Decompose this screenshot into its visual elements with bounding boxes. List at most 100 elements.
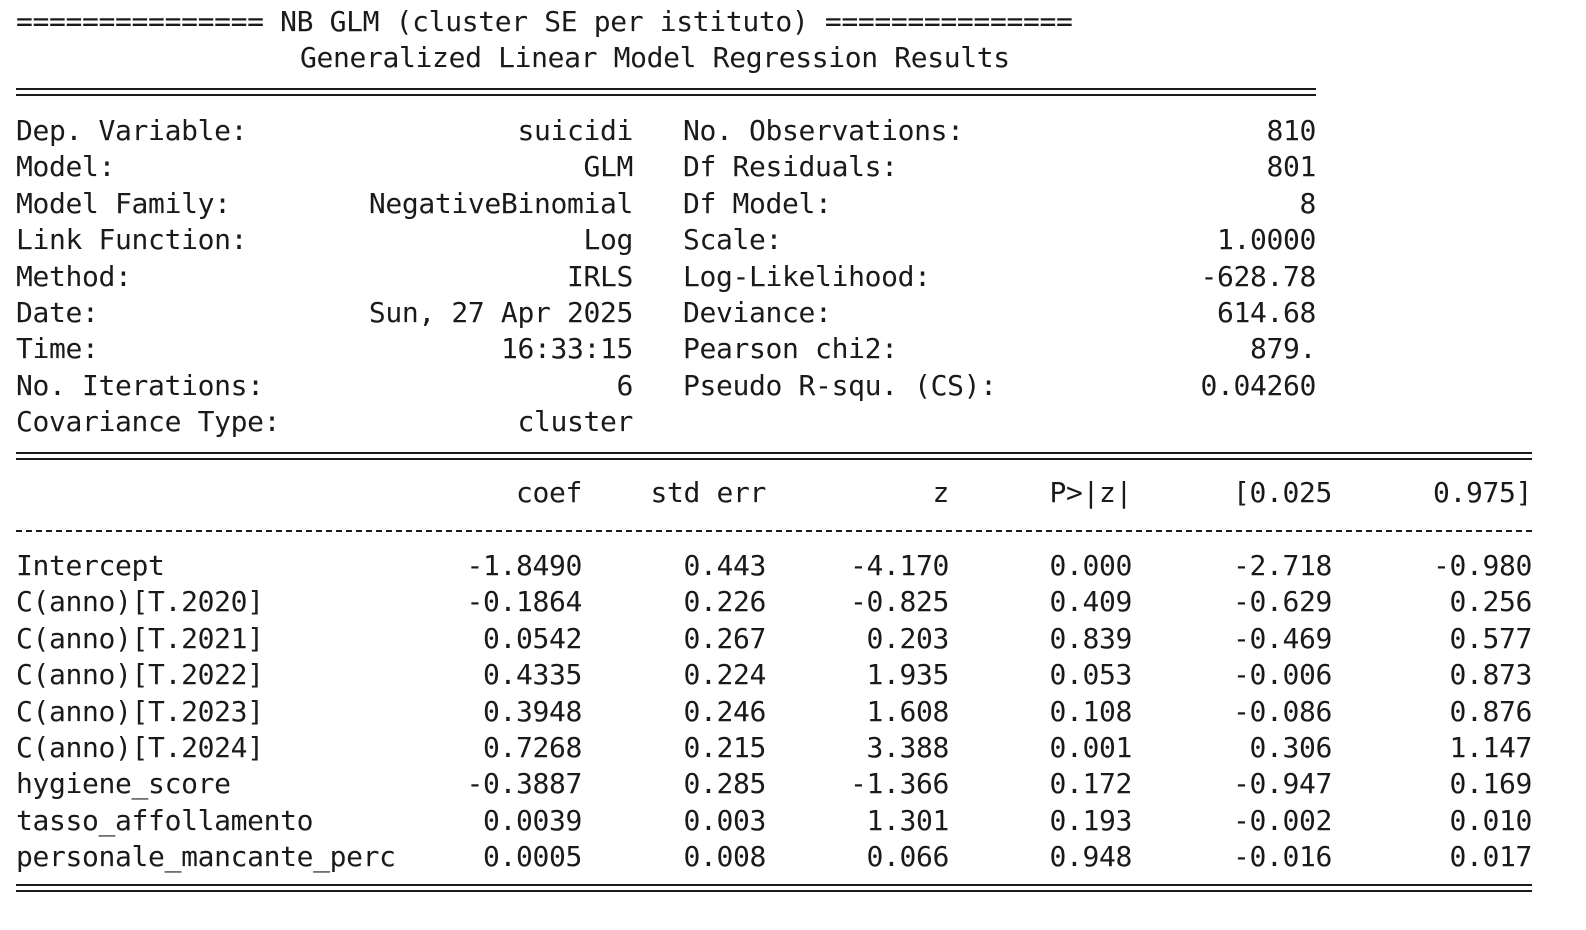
summary-label: Pseudo R-squ. (CS):	[683, 368, 997, 402]
table-cell: 0.0039	[482, 803, 582, 837]
table-cell: -0.1864	[466, 585, 582, 619]
table-cell: 0.017	[1449, 840, 1532, 874]
variable-name: Intercept	[16, 549, 165, 582]
summary-value: Sun, 27 Apr 2025	[368, 296, 633, 329]
table-cell: 0.066	[866, 840, 949, 874]
table-cell: 1.147	[1449, 731, 1532, 764]
summary-value: 0.04260	[1200, 368, 1316, 402]
table-cell: -0.016	[1232, 840, 1332, 874]
table-cell: -1.8490	[466, 549, 582, 582]
mid-double-rule	[16, 452, 1532, 460]
summary-label: Covariance Type:	[16, 405, 281, 439]
table-cell: 1.935	[866, 658, 949, 692]
table-cell: 0.4335	[482, 658, 582, 692]
table-cell: 0.409	[1049, 585, 1132, 619]
summary-value: 16:33:15	[500, 332, 633, 366]
summary-value: Log	[583, 223, 633, 257]
table-cell: -1.366	[849, 767, 949, 801]
table-cell: 0.215	[683, 731, 766, 764]
table-cell: 0.010	[1449, 803, 1532, 837]
table-cell: 0.246	[683, 694, 766, 728]
summary-value: 614.68	[1216, 296, 1316, 329]
title-line: =============== NB GLM (cluster SE per i…	[16, 5, 1073, 38]
table-cell: 0.285	[683, 767, 766, 801]
column-header: [0.025	[1232, 476, 1332, 509]
table-cell: 0.443	[683, 549, 766, 582]
summary-label: Df Residuals:	[683, 150, 898, 184]
summary-value: 1.0000	[1216, 223, 1316, 257]
table-cell: 0.0542	[482, 621, 582, 655]
table-cell: 0.256	[1449, 585, 1532, 619]
table-cell: -0.629	[1232, 585, 1332, 619]
table-cell: 1.608	[866, 694, 949, 728]
summary-label: Date:	[16, 296, 99, 329]
summary-label: Df Model:	[683, 186, 832, 220]
column-header: 0.975]	[1432, 476, 1532, 509]
table-cell: 0.7268	[482, 731, 582, 764]
table-cell: 0.193	[1049, 803, 1132, 837]
table-cell: -0.947	[1232, 767, 1332, 801]
table-cell: 0.3948	[482, 694, 582, 728]
table-cell: 3.388	[866, 731, 949, 764]
table-cell: 0.948	[1049, 840, 1132, 874]
table-cell: -0.980	[1432, 549, 1532, 582]
summary-label: Method:	[16, 259, 132, 293]
summary-label: No. Observations:	[683, 114, 964, 147]
subtitle: Generalized Linear Model Regression Resu…	[300, 41, 1010, 74]
table-cell: -0.006	[1232, 658, 1332, 692]
table-cell: 0.053	[1049, 658, 1132, 692]
variable-name: C(anno)[T.2020]	[16, 585, 264, 619]
table-cell: -0.3887	[466, 767, 582, 801]
table-cell: 0.577	[1449, 621, 1532, 655]
summary-label: Pearson chi2:	[683, 332, 898, 366]
table-cell: 0.172	[1049, 767, 1132, 801]
table-cell: 0.008	[683, 840, 766, 874]
summary-value: suicidi	[517, 114, 633, 147]
table-cell: 0.873	[1449, 658, 1532, 692]
table-cell: 0.001	[1049, 731, 1132, 764]
summary-label: Time:	[16, 332, 99, 366]
column-header: coef	[515, 476, 582, 509]
summary-value: cluster	[517, 405, 633, 439]
summary-value: 810	[1266, 114, 1316, 147]
summary-value: 6	[616, 368, 633, 402]
table-cell: -2.718	[1232, 549, 1332, 582]
table-cell: 0.169	[1449, 767, 1532, 801]
summary-label: Model:	[16, 150, 116, 184]
variable-name: personale_mancante_perc	[16, 840, 396, 874]
column-header: P>|z|	[1049, 476, 1132, 509]
summary-value: 879.	[1249, 332, 1316, 366]
table-cell: 0.203	[866, 621, 949, 655]
variable-name: C(anno)[T.2024]	[16, 731, 264, 764]
summary-value: IRLS	[566, 259, 633, 293]
top-double-rule	[16, 88, 1316, 96]
table-cell: 0.003	[683, 803, 766, 837]
header-dash-rule	[16, 530, 1532, 532]
table-cell: 0.306	[1249, 731, 1332, 764]
variable-name: C(anno)[T.2022]	[16, 658, 264, 692]
summary-value: 801	[1266, 150, 1316, 184]
summary-label: Link Function:	[16, 223, 248, 257]
table-cell: 0.224	[683, 658, 766, 692]
variable-name: C(anno)[T.2021]	[16, 621, 264, 655]
summary-label: Scale:	[683, 223, 783, 257]
table-cell: 1.301	[866, 803, 949, 837]
variable-name: hygiene_score	[16, 767, 231, 801]
summary-label: Deviance:	[683, 296, 832, 329]
variable-name: C(anno)[T.2023]	[16, 694, 264, 728]
summary-label: Dep. Variable:	[16, 114, 248, 147]
table-cell: 0.0005	[482, 840, 582, 874]
variable-name: tasso_affollamento	[16, 803, 314, 837]
table-cell: -0.825	[849, 585, 949, 619]
summary-label: Model Family:	[16, 186, 231, 220]
column-header: z	[932, 476, 949, 509]
summary-value: GLM	[583, 150, 633, 184]
bottom-double-rule	[16, 884, 1532, 892]
summary-value: 8	[1299, 186, 1316, 220]
table-cell: 0.226	[683, 585, 766, 619]
table-cell: 0.839	[1049, 621, 1132, 655]
summary-value: -628.78	[1200, 259, 1316, 293]
summary-value: NegativeBinomial	[368, 186, 633, 220]
table-cell: -4.170	[849, 549, 949, 582]
